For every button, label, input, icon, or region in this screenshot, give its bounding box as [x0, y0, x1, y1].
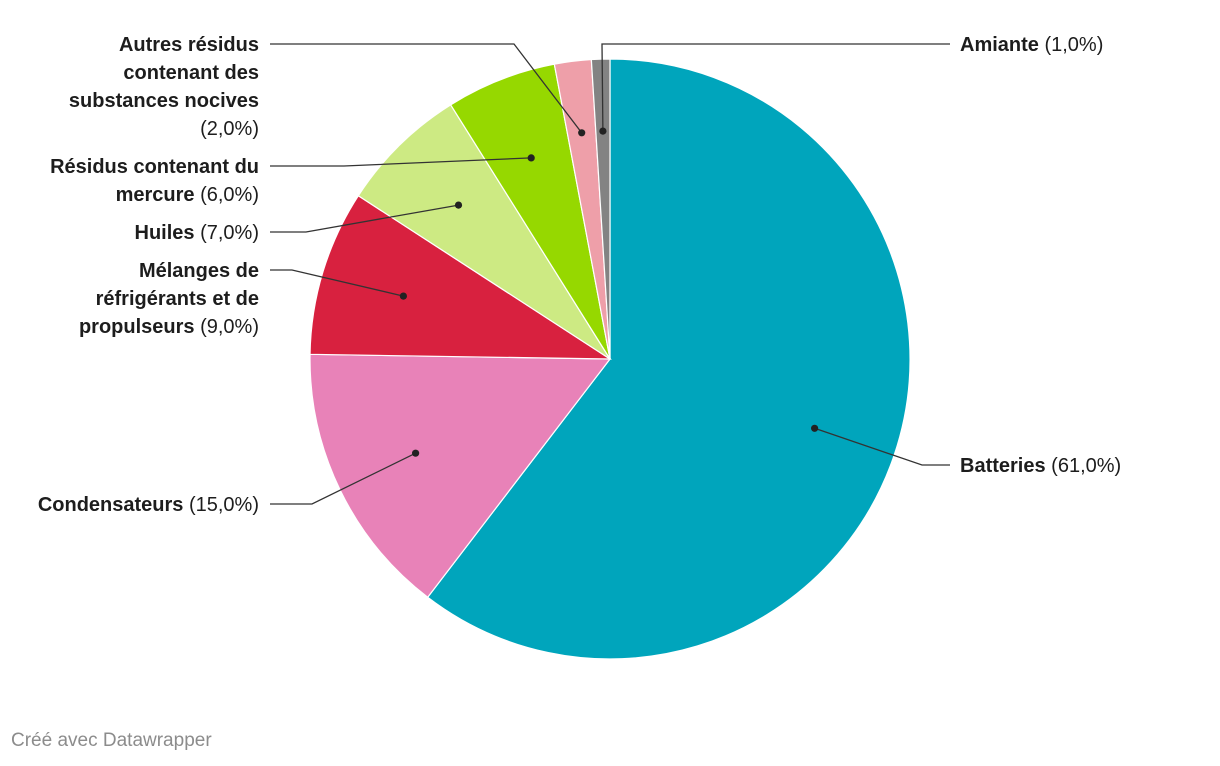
- slice-label-1: Batteries (61,0%): [960, 455, 1121, 477]
- leader-dot-4: [454, 201, 463, 209]
- slice-name: propulseurs: [79, 316, 195, 338]
- slice-label-3: Mélanges de réfrigérants et de propulseurs…: [79, 260, 259, 338]
- leader-lines: [270, 43, 950, 505]
- slice-name: contenant des: [123, 62, 259, 84]
- leader-dot-3: [399, 292, 407, 300]
- slice-name: Condensateurs: [38, 494, 184, 516]
- slice-percent: (1,0%): [1039, 34, 1103, 56]
- slice-name: Mélanges de: [139, 260, 259, 282]
- pie-slice-3[interactable]: [309, 194, 613, 360]
- slice-percent: (9,0%): [195, 316, 259, 338]
- slice-name: réfrigérants et de: [96, 288, 259, 310]
- slice-name: mercure: [116, 184, 195, 206]
- leader-line-4: [270, 204, 459, 233]
- slice-name: Huiles: [135, 222, 195, 244]
- leader-dot-1: [811, 424, 819, 432]
- slice-percent: (61,0%): [1046, 455, 1122, 477]
- pie-slices: [309, 58, 911, 660]
- slice-label-4: Huiles (7,0%): [135, 222, 260, 244]
- datawrapper-credit[interactable]: Créé avec Datawrapper: [11, 730, 212, 751]
- slice-percent: (7,0%): [195, 222, 259, 244]
- leader-line-1: [814, 427, 950, 466]
- slice-percent: (6,0%): [195, 184, 259, 206]
- slice-name: Autres résidus: [119, 34, 259, 56]
- slice-label-2: Condensateurs (15,0%): [38, 494, 259, 516]
- slice-percent: (15,0%): [183, 494, 259, 516]
- slice-percent: (2,0%): [200, 118, 259, 140]
- pie-slice-7[interactable]: [590, 58, 611, 360]
- leader-line-6: [270, 43, 583, 134]
- leader-line-2: [270, 452, 416, 505]
- leader-line-5: [270, 157, 532, 167]
- slice-label-5: Résidus contenant du mercure (6,0%): [50, 156, 259, 206]
- leader-dot-6: [578, 129, 586, 137]
- leader-line-3: [270, 269, 404, 297]
- slice-labels: Batteries (61,0%) Condensateurs (15,0%) Mé…: [38, 34, 1121, 516]
- slice-label-7: Amiante (1,0%): [960, 34, 1103, 56]
- leader-dot-7: [599, 127, 607, 135]
- slice-name: Batteries: [960, 455, 1046, 477]
- slice-label-6: Autres résidus contenant des substances no…: [69, 34, 259, 140]
- slice-name: Résidus contenant du: [50, 156, 259, 178]
- slice-name: substances nocives: [69, 90, 259, 112]
- leader-dot-2: [412, 449, 420, 457]
- slice-name: Amiante: [960, 34, 1039, 56]
- pie-slice-4[interactable]: [357, 103, 611, 360]
- leader-dot-5: [527, 154, 535, 162]
- leader-line-7: [601, 43, 950, 132]
